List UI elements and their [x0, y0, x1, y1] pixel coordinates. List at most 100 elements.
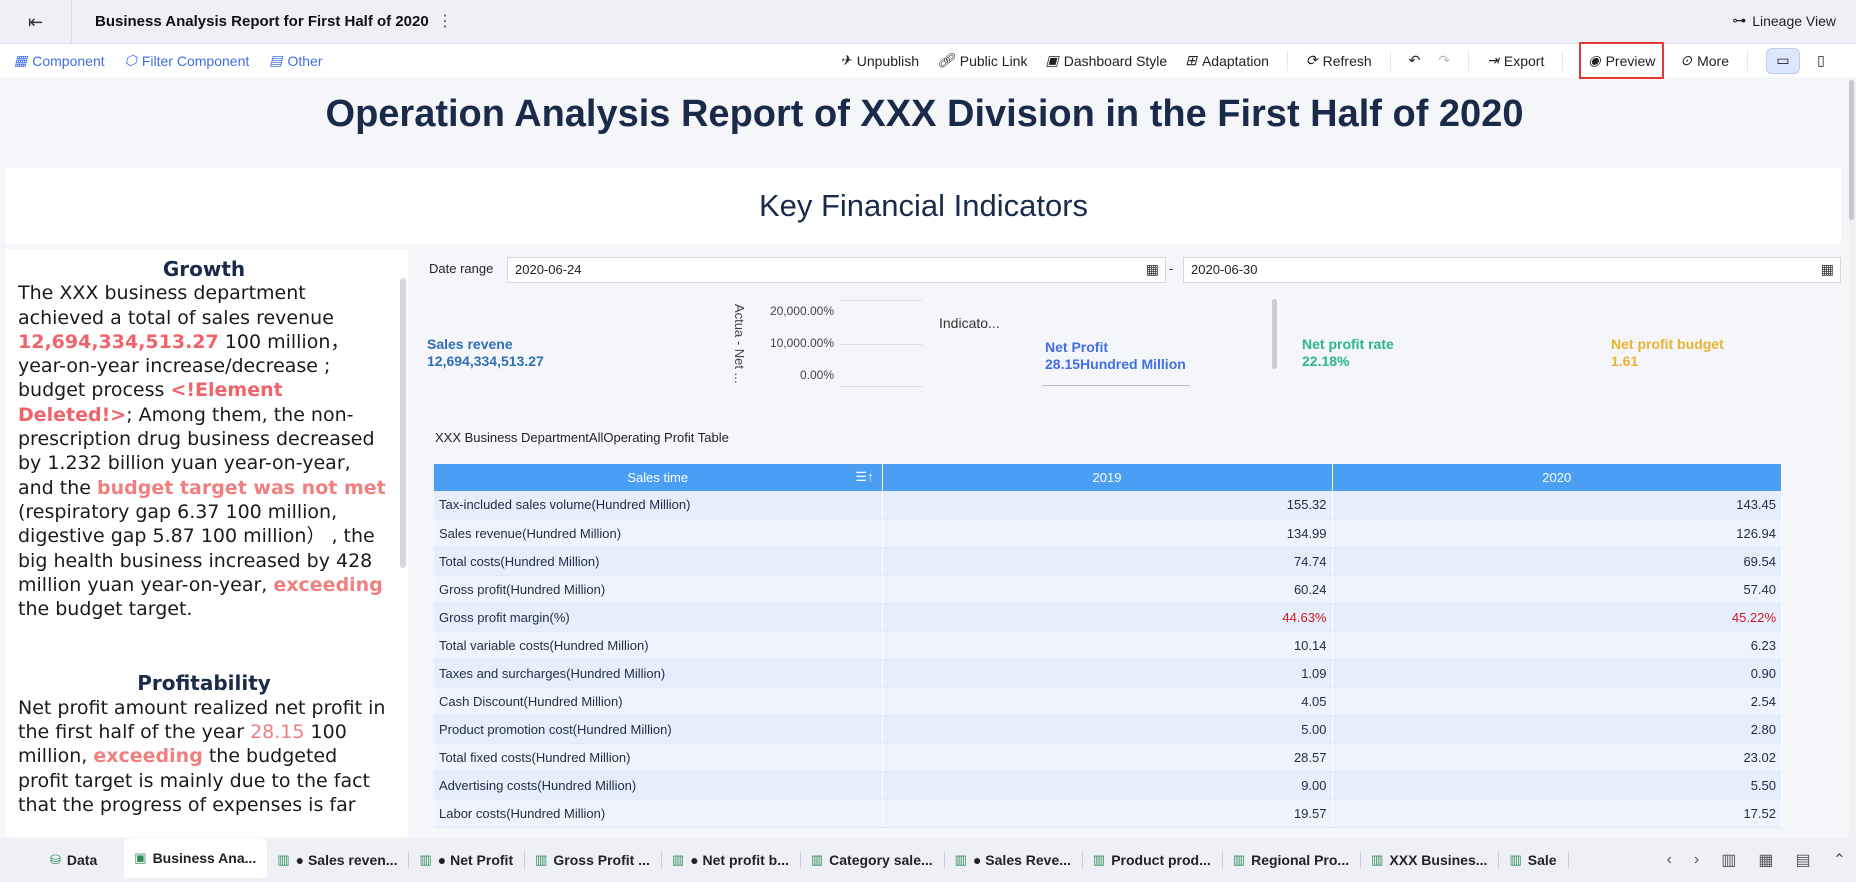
kpi-value: 1.61: [1611, 353, 1639, 369]
document-title: Business Analysis Report for First Half …: [95, 13, 429, 30]
value-cell: 28.57: [882, 743, 1333, 772]
tab-label: XXX Busines...: [1389, 852, 1488, 868]
kpi-value: 12,694,334,513.27: [427, 353, 544, 369]
net-profit-rate-kpi: Net profit rate 22.18%: [1302, 336, 1394, 370]
redo-button[interactable]: ↷: [1438, 52, 1451, 68]
sheet-tab[interactable]: ▥ Category sale...: [801, 838, 944, 882]
tab-label: Data: [66, 852, 98, 868]
divider: [524, 851, 526, 869]
dashboard-icon: ▣: [134, 850, 147, 865]
exit-icon[interactable]: ⇤: [0, 0, 72, 44]
start-date-value: 2020-06-24: [515, 262, 582, 277]
label-cell: Gross profit margin(%): [434, 603, 883, 632]
refresh-button[interactable]: ⟳ Refresh: [1306, 52, 1372, 69]
mobile-view-icon[interactable]: ▯: [1817, 52, 1825, 68]
export-icon: ⇥: [1487, 52, 1499, 68]
kpi-scrollbar[interactable]: [1272, 299, 1277, 369]
table-row: Gross profit(Hundred Million) 60.24 57.40: [434, 575, 1782, 604]
undo-button[interactable]: ↶: [1408, 52, 1421, 68]
dashboard-style-button[interactable]: ▣ Dashboard Style: [1045, 52, 1167, 69]
unpublish-button[interactable]: ✈ Unpublish: [840, 52, 919, 69]
sheet-tab[interactable]: ▥ Gross Profit ...: [525, 838, 661, 882]
divider: [660, 851, 662, 869]
data-tab[interactable]: ⛁ Data: [0, 838, 124, 882]
sheet-tab[interactable]: ▥ XXX Busines...: [1361, 838, 1498, 882]
sheet-tab[interactable]: ▥ Sale: [1499, 838, 1567, 882]
calendar-icon[interactable]: ▦: [1820, 261, 1834, 277]
value-cell: 9.00: [882, 771, 1333, 800]
tab-label: Sale: [1527, 852, 1557, 868]
profitability-heading: Profitability: [137, 671, 271, 696]
tab-label: ● Net profit b...: [690, 852, 789, 868]
sheet-tab[interactable]: ▥ ● Sales reven...: [267, 838, 408, 882]
public-link-button[interactable]: 🔗︎ Public Link: [937, 52, 1027, 69]
value-cell: 44.63%: [882, 603, 1333, 632]
more-button[interactable]: ⊙ More: [1680, 52, 1729, 69]
scrollbar-thumb[interactable]: [1849, 80, 1854, 220]
start-date-input[interactable]: 2020-06-24 ▦: [507, 257, 1166, 283]
component-icon: ▥: [810, 852, 824, 867]
tab-controls: ‹ › ▥ ▦ ▤ ⌃: [1667, 838, 1846, 882]
page-scrollbar[interactable]: [1849, 78, 1856, 838]
collapse-icon[interactable]: ⌃: [1832, 852, 1846, 869]
sheet-tab[interactable]: ▥ Regional Pro...: [1223, 838, 1360, 882]
text: The XXX business department achieved a t…: [18, 282, 334, 329]
column-header-sales-time[interactable]: Sales time ☰↑: [434, 464, 883, 491]
column-header-2020[interactable]: 2020: [1332, 464, 1782, 491]
component-icon: ▥: [277, 852, 290, 867]
refresh-label: Refresh: [1322, 52, 1372, 69]
component-button[interactable]: ▦ Component: [14, 52, 105, 69]
component-icon: ▥: [1232, 852, 1246, 867]
tab-label: Product prod...: [1111, 852, 1211, 868]
add-report-icon[interactable]: ▤: [1795, 852, 1811, 869]
unpublish-label: Unpublish: [856, 52, 919, 69]
growth-heading: Growth: [162, 257, 246, 281]
sheet-tab[interactable]: ▥ ● Net profit b...: [662, 838, 800, 882]
value-cell: 19.57: [882, 799, 1333, 828]
add-component-icon[interactable]: ▥: [1721, 852, 1737, 869]
desktop-view-icon[interactable]: ▭: [1766, 47, 1800, 74]
more-label: More: [1697, 52, 1729, 69]
filter-component-button[interactable]: ⬡ Filter Component: [125, 52, 250, 69]
net-profit-kpi: Net Profit 28.15Hundred Million: [1045, 339, 1186, 373]
sheet-tab[interactable]: ▥ ● Sales Reve...: [945, 838, 1082, 882]
component-icon: ▥: [954, 852, 967, 867]
text: 100 million,: [18, 721, 347, 768]
label-cell: Labor costs(Hundred Million): [434, 799, 883, 828]
kpi-value: 22.18%: [1302, 353, 1350, 369]
sheet-tab[interactable]: ▥ Product prod...: [1083, 838, 1222, 882]
preview-button[interactable]: ◉ Preview: [1579, 42, 1665, 79]
end-date-value: 2020-06-30: [1191, 262, 1258, 277]
divider: [1562, 50, 1564, 71]
commentary-scrollbar[interactable]: [400, 278, 406, 568]
more-options-icon[interactable]: ⋮: [437, 13, 453, 30]
kpi-label: Net Profit: [1045, 339, 1108, 355]
text: ; Among them, the non-prescription drug …: [18, 403, 375, 499]
add-dashboard-icon[interactable]: ▦: [1758, 852, 1774, 869]
calendar-icon[interactable]: ▦: [1145, 261, 1159, 277]
adaptation-button[interactable]: ⊞ Adaptation: [1185, 52, 1269, 69]
table-row: Product promotion cost(Hundred Million) 5…: [434, 715, 1782, 744]
y-tick: 10,000.00%: [769, 336, 834, 350]
export-button[interactable]: ⇥ Export: [1487, 52, 1544, 69]
column-header-2019[interactable]: 2019: [882, 464, 1333, 491]
highlight: exceeding: [273, 573, 383, 596]
lineage-view-button[interactable]: ⊶ Lineage View: [1732, 12, 1836, 29]
sheet-tab[interactable]: ▥ ● Net Profit: [409, 838, 524, 882]
more-icon: ⊙: [1680, 52, 1693, 68]
value-cell: 143.45: [1332, 491, 1782, 520]
value-cell: 6.23: [1332, 631, 1782, 660]
end-date-input[interactable]: 2020-06-30 ▦: [1183, 257, 1841, 283]
next-tab-icon[interactable]: ›: [1693, 851, 1700, 868]
refresh-icon: ⟳: [1305, 52, 1318, 68]
other-button[interactable]: ▤ Other: [269, 52, 322, 69]
label-cell: Tax-included sales volume(Hundred Millio…: [434, 491, 883, 520]
sheet-tab[interactable]: ▣ Business Ana...: [124, 838, 268, 878]
prev-tab-icon[interactable]: ‹: [1666, 851, 1672, 868]
divider: [1042, 385, 1190, 386]
kpi-label: Net profit budget: [1611, 336, 1724, 352]
table-title: XXX Business DepartmentAllOperating Prof…: [435, 430, 729, 445]
divider: [1221, 851, 1223, 869]
sort-icon[interactable]: ☰↑: [855, 469, 874, 484]
label-cell: Product promotion cost(Hundred Million): [434, 715, 883, 744]
